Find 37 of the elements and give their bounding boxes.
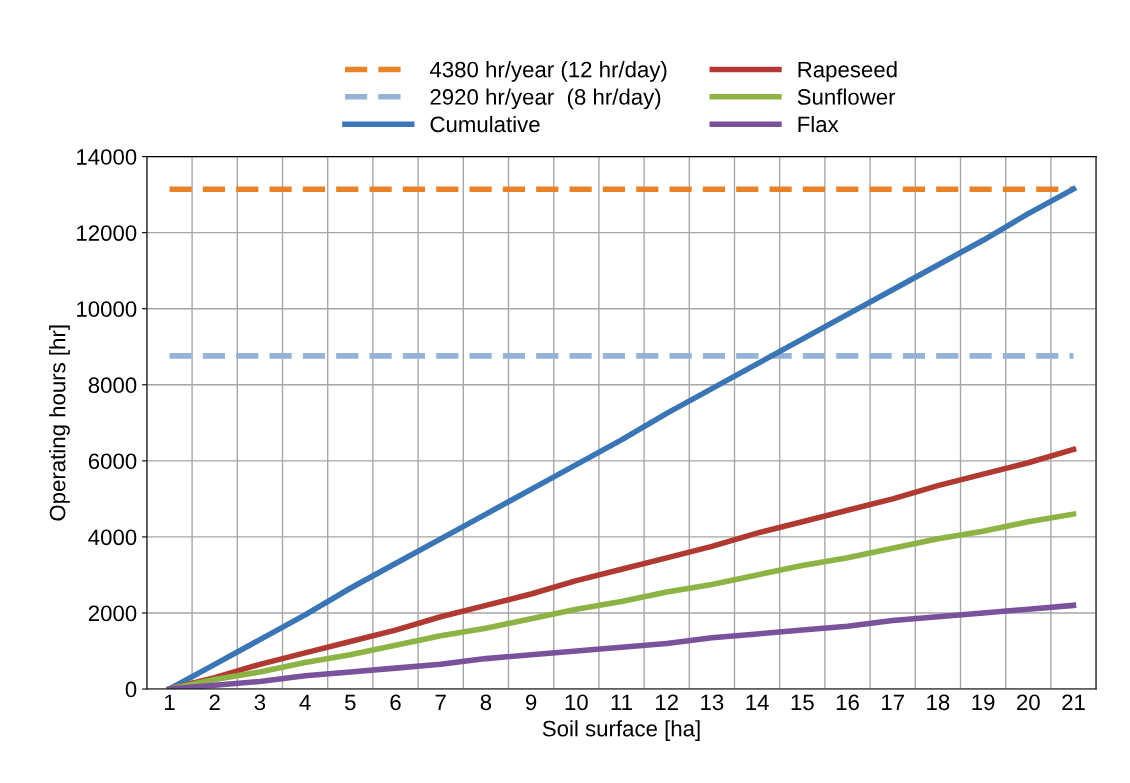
x-tick-label: 18: [927, 694, 950, 711]
y-tick-label: 6000: [88, 453, 137, 470]
x-tick-label: 8: [480, 694, 492, 711]
legend-label: Cumulative: [430, 115, 540, 133]
x-tick-label: 7: [435, 694, 446, 711]
x-tick-label: 16: [836, 694, 859, 711]
y-tick-label: 14000: [77, 149, 137, 165]
x-tick-label: 19: [972, 694, 995, 711]
x-tick-label: 20: [1017, 694, 1040, 711]
x-tick-label: 9: [525, 694, 537, 711]
x-tick-label: 12: [656, 694, 678, 711]
y-tick-label: 8000: [88, 377, 137, 394]
x-tick-label: 5: [345, 694, 356, 711]
y-tick-label: 2000: [88, 605, 137, 622]
legend-label: Rapeseed: [798, 61, 897, 82]
legend-label: 2920 hr/year (8 hr/day): [430, 88, 661, 110]
y-tick-label: 0: [125, 681, 137, 698]
legend-label: 4380 hr/year (12 hr/day): [429, 61, 667, 82]
x-tick-label: 17: [882, 694, 904, 711]
x-tick-label: 15: [791, 694, 814, 711]
x-tick-label: 1: [165, 694, 175, 711]
legend-label: Sunflower: [797, 88, 896, 105]
y-tick-label: 4000: [88, 529, 137, 546]
x-axis-title: Soil surface [ha]: [542, 720, 700, 741]
x-tick-label: 3: [254, 694, 266, 711]
x-tick-label: 4: [299, 694, 311, 711]
y-tick-label: 12000: [77, 225, 137, 241]
x-tick-label: 21: [1062, 694, 1085, 711]
x-tick-label: 2: [209, 694, 220, 711]
x-tick-label: 11: [611, 694, 632, 711]
x-tick-label: 14: [746, 694, 769, 711]
x-tick-label: 6: [390, 694, 401, 711]
y-tick-label: 10000: [77, 301, 137, 317]
y-axis-title: Operating hours [hr]: [49, 325, 70, 521]
x-tick-label: 13: [701, 694, 724, 711]
x-tick-label: 10: [565, 694, 588, 711]
legend-label: Flax: [798, 115, 839, 133]
